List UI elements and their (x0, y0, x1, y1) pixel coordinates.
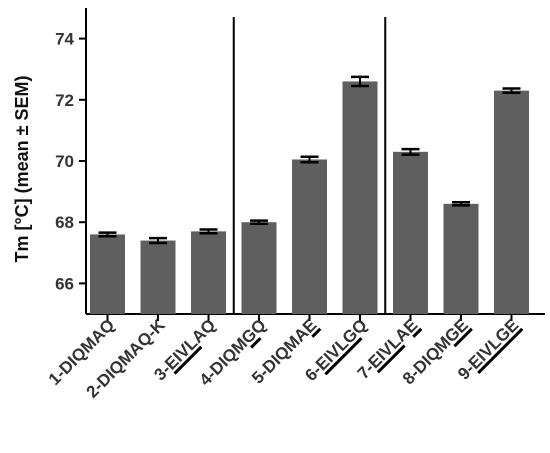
y-tick-label: 66 (55, 274, 74, 293)
bar (342, 81, 378, 314)
underlined-segment: EIVLGE (465, 315, 523, 373)
bar (90, 234, 125, 314)
bar (494, 90, 529, 315)
label-underline (250, 337, 262, 349)
y-tick-label: 68 (55, 213, 74, 232)
y-tick-label: 74 (55, 30, 74, 49)
y-tick-label: 72 (55, 91, 74, 110)
bar (241, 222, 277, 314)
y-axis-title: Tm [°C] (mean ± SEM) (12, 75, 32, 262)
label-underline (376, 344, 406, 374)
label-underline (324, 337, 363, 376)
bar (292, 159, 327, 314)
bar (140, 240, 176, 314)
label-underline (412, 327, 423, 338)
label-underline (173, 345, 203, 375)
label-underline (477, 327, 524, 374)
label-underline (311, 327, 322, 338)
underlined-segment: EIVLG (312, 325, 362, 375)
bar (443, 203, 479, 314)
bar (393, 151, 428, 314)
y-tick-label: 70 (55, 152, 74, 171)
label-underline (453, 327, 473, 348)
bar (191, 231, 226, 314)
